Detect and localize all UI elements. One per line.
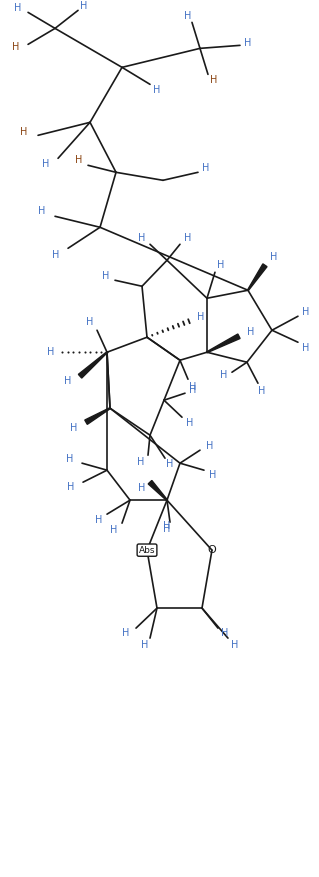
Text: H: H xyxy=(247,327,255,338)
Polygon shape xyxy=(85,408,110,424)
Text: H: H xyxy=(153,85,161,96)
Text: H: H xyxy=(189,382,197,392)
Text: H: H xyxy=(75,155,83,165)
Text: O: O xyxy=(208,545,216,555)
Polygon shape xyxy=(148,481,167,501)
Polygon shape xyxy=(78,352,108,378)
Text: H: H xyxy=(217,260,225,270)
Text: Abs: Abs xyxy=(139,545,155,554)
Text: H: H xyxy=(258,386,266,396)
Text: H: H xyxy=(52,250,60,260)
Text: H: H xyxy=(184,11,192,21)
Text: H: H xyxy=(66,454,74,464)
Text: H: H xyxy=(210,75,218,85)
Text: H: H xyxy=(231,640,239,650)
Text: H: H xyxy=(67,482,75,492)
Text: H: H xyxy=(110,525,118,535)
Text: H: H xyxy=(70,424,78,433)
Text: H: H xyxy=(102,271,110,282)
Text: H: H xyxy=(20,127,28,138)
Text: H: H xyxy=(138,233,146,243)
Text: H: H xyxy=(186,418,194,428)
Text: H: H xyxy=(184,233,192,243)
Text: H: H xyxy=(122,628,130,638)
Text: H: H xyxy=(209,470,217,481)
Text: H: H xyxy=(270,253,278,262)
Text: H: H xyxy=(206,441,214,451)
Text: H: H xyxy=(202,163,210,174)
Text: H: H xyxy=(80,2,88,11)
Text: H: H xyxy=(244,39,252,48)
Text: H: H xyxy=(42,160,50,169)
Polygon shape xyxy=(248,264,267,290)
Text: H: H xyxy=(220,370,228,381)
Text: H: H xyxy=(302,307,310,317)
Text: H: H xyxy=(141,640,149,650)
Text: H: H xyxy=(138,483,146,493)
Polygon shape xyxy=(207,334,240,353)
Text: H: H xyxy=(47,347,55,357)
Text: H: H xyxy=(163,521,171,531)
Text: H: H xyxy=(166,460,174,469)
Text: H: H xyxy=(189,385,197,396)
Text: H: H xyxy=(95,515,103,525)
Text: H: H xyxy=(12,42,20,53)
Text: H: H xyxy=(302,343,310,353)
Text: H: H xyxy=(86,317,94,327)
Text: H: H xyxy=(64,376,72,386)
Text: H: H xyxy=(137,457,145,467)
Text: H: H xyxy=(197,312,205,322)
Text: H: H xyxy=(38,206,46,217)
Text: H: H xyxy=(163,524,171,534)
Text: H: H xyxy=(14,4,22,13)
Text: H: H xyxy=(221,628,229,638)
